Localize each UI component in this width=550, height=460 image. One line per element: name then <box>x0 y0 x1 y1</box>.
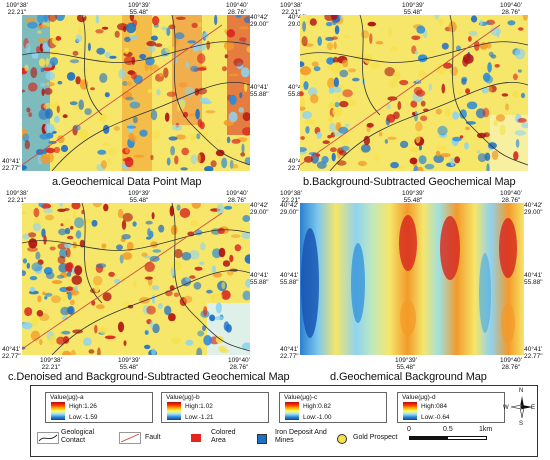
lat-label-d-1: 40°42' 29.00" <box>524 202 543 216</box>
compass-s: S <box>519 421 524 427</box>
color-ramp-a <box>51 402 65 420</box>
value-low-a: Low:-1.59 <box>69 414 98 421</box>
color-ramp-b <box>167 402 181 420</box>
lon-label-b-2: 109°39' 55.48" <box>402 2 424 16</box>
lat-label-d-3: 40°41' 22.77" <box>524 346 543 360</box>
lat-label-b-1: 40°42' 29.00" <box>288 14 307 28</box>
caption-a: a.Geochemical Data Point Map <box>52 176 202 188</box>
geological-contact-icon <box>37 432 59 444</box>
scale-bar <box>409 436 487 440</box>
iron-deposit-icon <box>257 434 267 444</box>
lon-label-c-b3: 109°40' 28.76" <box>228 357 250 371</box>
lat-label-c-1: 40°42' 29.00" <box>250 202 269 216</box>
lon-label-a-1: 109°38' 22.21" <box>6 2 28 16</box>
lon-label-c-3: 109°40' 28.76" <box>226 190 248 204</box>
value-low-c: Low:-1.00 <box>303 414 332 421</box>
map-b <box>300 15 528 171</box>
lon-label-d-3: 109°40' 28.76" <box>500 190 522 204</box>
lon-label-c-1: 109°38' 22.21" <box>6 190 28 204</box>
legend-gold-prospect: Gold Prospect <box>353 434 398 441</box>
value-legend-c: Value(μg)-c High:0.82 Low:-1.00 <box>279 392 387 423</box>
lon-label-d-1: 109°38' 22.21" <box>280 190 302 204</box>
gold-prospect-icon <box>337 434 347 444</box>
lon-label-d-b2: 109°39' 55.48" <box>395 357 417 371</box>
compass-e: E <box>531 405 536 411</box>
lon-label-c-b1: 109°38' 22.21" <box>40 357 62 371</box>
lon-label-d-b3: 109°40' 28.76" <box>500 357 522 371</box>
lat-label-b-3: 40°41' 22.77" <box>288 158 307 172</box>
color-ramp-c <box>285 402 299 420</box>
value-low-d: Low:-0.64 <box>421 414 450 421</box>
lat-label-d-2: 40°41' 55.88" <box>524 272 543 286</box>
lat-label-d-1l: 40°42' 29.00" <box>280 202 299 216</box>
lon-label-a-3: 109°40' 28.76" <box>226 2 248 16</box>
value-legend-d: Value(μg)-d High:084 Low:-0.64 <box>397 392 505 423</box>
lon-label-c-b2: 109°39' 55.48" <box>118 357 140 371</box>
value-legend-b: Value(μg)-b High:1.02 Low:-1.21 <box>161 392 269 423</box>
map-c <box>22 203 250 355</box>
caption-d: d.Geochemical Background Map <box>330 371 487 383</box>
map-d <box>300 203 524 355</box>
lat-label-b-2: 40°41' 55.88" <box>288 84 307 98</box>
legend-fault: Fault <box>145 434 161 441</box>
scale-label-0: 0 <box>407 426 411 433</box>
legend: Value(μg)-a High:1.26 Low:-1.59 Value(μg… <box>30 385 538 457</box>
legend-iron-deposit: Iron Deposit And Mines <box>275 429 327 444</box>
lat-label-a-2: 40°41' 55.88" <box>250 84 269 98</box>
value-legend-a: Value(μg)-a High:1.26 Low:-1.59 <box>45 392 153 423</box>
lon-label-b-3: 109°40' 28.76" <box>500 2 522 16</box>
lon-label-d-2: 109°39' 55.48" <box>402 190 424 204</box>
lat-label-c-2: 40°41' 55.88" <box>250 272 269 286</box>
compass-icon <box>510 396 533 419</box>
lat-label-a-1: 40°42' 29.00" <box>250 14 269 28</box>
legend-colored-area: Colored Area <box>211 429 236 444</box>
value-low-b: Low:-1.21 <box>185 414 214 421</box>
compass-n: N <box>519 388 524 394</box>
map-a <box>22 15 250 171</box>
value-title-a: Value(μg)-a <box>50 394 84 401</box>
colored-area-icon <box>191 434 201 442</box>
value-title-c: Value(μg)-c <box>284 394 318 401</box>
value-high-c: High:0.82 <box>303 403 331 410</box>
caption-c: c.Denoised and Background-Subtracted Geo… <box>8 371 290 383</box>
lat-label-d-3l: 40°41' 22.77" <box>280 346 299 360</box>
color-ramp-d <box>403 402 417 420</box>
caption-b: b.Background-Subtracted Geochemical Map <box>303 176 516 188</box>
lon-label-b-1: 109°38' 22.21" <box>280 2 302 16</box>
value-high-d: High:084 <box>421 403 448 410</box>
lat-label-c-3: 40°41' 22.77" <box>2 346 21 360</box>
lat-label-d-2l: 40°41' 55.88" <box>280 272 299 286</box>
lon-label-c-2: 109°39' 55.48" <box>128 190 150 204</box>
scale-label-1km: 1km <box>479 426 493 433</box>
lat-label-a-3: 40°41' 22.77" <box>2 158 21 172</box>
value-high-a: High:1.26 <box>69 403 97 410</box>
scale-label-half: 0.5 <box>443 426 453 433</box>
compass-w: W <box>503 405 509 411</box>
lon-label-a-2: 109°39' 55.48" <box>128 2 150 16</box>
fault-icon <box>119 432 141 444</box>
value-high-b: High:1.02 <box>185 403 213 410</box>
legend-geological-contact: Geological Contact <box>61 429 95 444</box>
value-title-b: Value(μg)-b <box>166 394 200 401</box>
value-title-d: Value(μg)-d <box>402 394 436 401</box>
